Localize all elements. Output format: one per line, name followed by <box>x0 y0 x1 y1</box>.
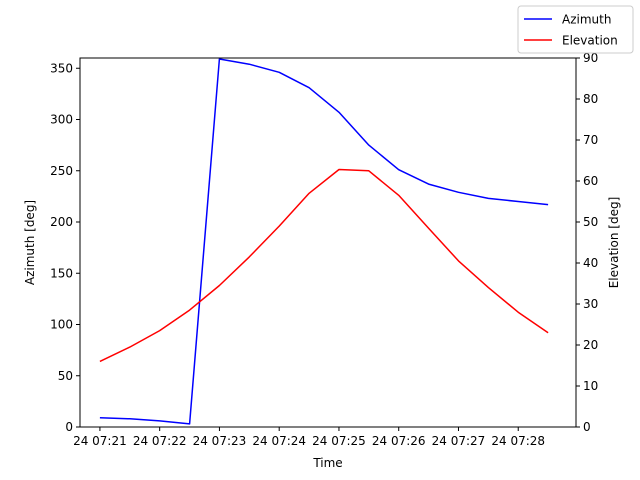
y2-tick-label: 80 <box>583 92 598 106</box>
y-tick-label: 300 <box>50 113 73 127</box>
y-tick-label: 150 <box>50 266 73 280</box>
legend-azimuth-label: Azimuth <box>562 13 611 27</box>
x-tick-label: 24 07:21 <box>73 434 127 448</box>
x-axis-label: Time <box>312 456 342 470</box>
y-tick-label: 50 <box>58 369 73 383</box>
y-axis-right-ticks: 0 10 20 30 40 50 60 70 80 90 <box>576 51 598 434</box>
series-line-elevation <box>99 168 549 363</box>
y-tick-label: 350 <box>50 61 73 75</box>
y2-tick-label: 10 <box>583 379 598 393</box>
x-tick-label: 24 07:23 <box>193 434 247 448</box>
legend: Azimuth Elevation <box>517 5 634 54</box>
y2-tick-label: 60 <box>583 174 598 188</box>
y-tick-label: 0 <box>65 420 73 434</box>
x-tick-label: 24 07:28 <box>491 434 545 448</box>
x-tick-label: 24 07:27 <box>432 434 486 448</box>
x-tick-label: 24 07:22 <box>133 434 187 448</box>
x-axis-ticks: 24 07:21 24 07:22 24 07:23 24 07:24 24 07:25… <box>73 427 545 448</box>
legend-elevation-label: Elevation <box>562 34 618 48</box>
y-tick-label: 100 <box>50 318 73 332</box>
y-axis-right-label: Elevation [deg] <box>607 197 621 289</box>
x-tick-label: 24 07:25 <box>312 434 366 448</box>
y-tick-label: 250 <box>50 164 73 178</box>
y2-tick-label: 90 <box>583 51 598 65</box>
y2-tick-label: 0 <box>583 420 591 434</box>
y2-tick-label: 20 <box>583 338 598 352</box>
x-tick-label: 24 07:26 <box>372 434 426 448</box>
x-tick-label: 24 07:24 <box>252 434 306 448</box>
plot-frame <box>79 57 577 428</box>
y-axis-left-label: Azimuth [deg] <box>23 200 37 285</box>
legend-box <box>517 5 634 54</box>
y2-tick-label: 30 <box>583 297 598 311</box>
y2-tick-label: 50 <box>583 215 598 229</box>
series-line-azimuth <box>99 58 549 425</box>
plot-lines <box>99 58 549 425</box>
y2-tick-label: 70 <box>583 133 598 147</box>
y-axis-left-ticks: 0 50 100 150 200 250 300 350 <box>50 61 80 434</box>
y2-tick-label: 40 <box>583 256 598 270</box>
y-tick-label: 200 <box>50 215 73 229</box>
